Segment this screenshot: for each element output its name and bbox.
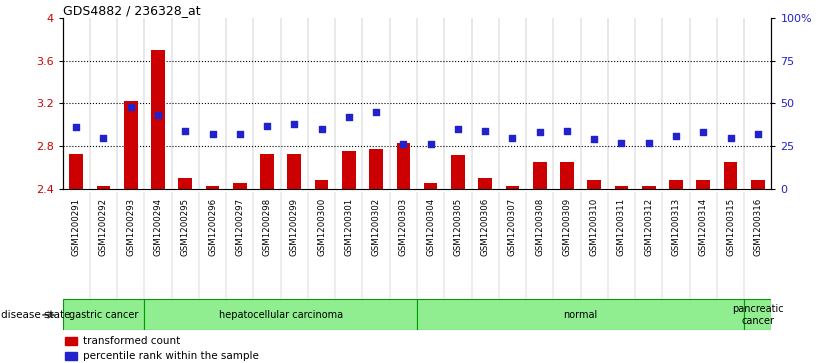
Point bbox=[315, 126, 329, 132]
Bar bbox=[587, 180, 601, 189]
Text: hepatocellular carcinoma: hepatocellular carcinoma bbox=[219, 310, 343, 320]
Point bbox=[451, 126, 465, 132]
Bar bbox=[69, 154, 83, 189]
Bar bbox=[314, 180, 329, 189]
Text: GSM1200311: GSM1200311 bbox=[617, 198, 626, 256]
Point bbox=[724, 135, 737, 140]
Bar bbox=[424, 183, 438, 189]
Bar bbox=[124, 101, 138, 189]
Point bbox=[124, 104, 138, 110]
Text: GSM1200302: GSM1200302 bbox=[372, 198, 380, 256]
Point bbox=[342, 114, 355, 120]
Text: transformed count: transformed count bbox=[83, 336, 180, 346]
Text: GSM1200295: GSM1200295 bbox=[181, 198, 190, 256]
Point bbox=[288, 121, 301, 127]
Bar bbox=[696, 180, 710, 189]
Text: GSM1200296: GSM1200296 bbox=[208, 198, 217, 256]
Point bbox=[587, 136, 600, 142]
Bar bbox=[151, 50, 165, 189]
Text: GSM1200309: GSM1200309 bbox=[562, 198, 571, 256]
Bar bbox=[342, 151, 355, 189]
Bar bbox=[396, 143, 410, 189]
Text: GSM1200315: GSM1200315 bbox=[726, 198, 735, 256]
Text: disease state: disease state bbox=[1, 310, 70, 320]
Text: GSM1200291: GSM1200291 bbox=[72, 198, 81, 256]
Bar bbox=[744, 299, 771, 330]
Bar bbox=[260, 154, 274, 189]
Bar bbox=[65, 337, 77, 345]
Point bbox=[234, 131, 247, 137]
Text: GDS4882 / 236328_at: GDS4882 / 236328_at bbox=[63, 4, 200, 17]
Bar bbox=[505, 185, 520, 189]
Bar bbox=[65, 352, 77, 360]
Point bbox=[369, 109, 383, 115]
Bar bbox=[533, 162, 546, 189]
Text: normal: normal bbox=[564, 310, 598, 320]
Text: GSM1200298: GSM1200298 bbox=[263, 198, 272, 256]
Text: gastric cancer: gastric cancer bbox=[68, 310, 138, 320]
Text: GSM1200300: GSM1200300 bbox=[317, 198, 326, 256]
Text: GSM1200294: GSM1200294 bbox=[153, 198, 163, 256]
Point bbox=[533, 130, 546, 135]
Point bbox=[560, 128, 574, 134]
Text: GSM1200293: GSM1200293 bbox=[126, 198, 135, 256]
Bar bbox=[206, 185, 219, 189]
Bar bbox=[178, 178, 192, 189]
Bar bbox=[669, 180, 683, 189]
Point bbox=[151, 113, 164, 118]
Bar bbox=[642, 185, 656, 189]
Point bbox=[696, 130, 710, 135]
Point bbox=[178, 128, 192, 134]
Point bbox=[642, 140, 656, 146]
Text: GSM1200312: GSM1200312 bbox=[644, 198, 653, 256]
Bar bbox=[417, 299, 744, 330]
Bar bbox=[751, 180, 765, 189]
Text: GSM1200299: GSM1200299 bbox=[289, 198, 299, 256]
Bar bbox=[369, 149, 383, 189]
Text: GSM1200297: GSM1200297 bbox=[235, 198, 244, 256]
Point bbox=[670, 133, 683, 139]
Point bbox=[751, 131, 765, 137]
Text: GSM1200303: GSM1200303 bbox=[399, 198, 408, 256]
Point bbox=[479, 128, 492, 134]
Bar bbox=[144, 299, 417, 330]
Point bbox=[69, 125, 83, 130]
Point bbox=[505, 135, 519, 140]
Text: GSM1200306: GSM1200306 bbox=[480, 198, 490, 256]
Point bbox=[206, 131, 219, 137]
Point bbox=[97, 135, 110, 140]
Bar bbox=[233, 183, 247, 189]
Bar bbox=[97, 185, 110, 189]
Bar bbox=[560, 162, 574, 189]
Bar bbox=[724, 162, 737, 189]
Text: GSM1200305: GSM1200305 bbox=[454, 198, 462, 256]
Bar bbox=[288, 154, 301, 189]
Text: GSM1200314: GSM1200314 bbox=[699, 198, 708, 256]
Text: pancreatic
cancer: pancreatic cancer bbox=[732, 304, 784, 326]
Text: GSM1200316: GSM1200316 bbox=[753, 198, 762, 256]
Point bbox=[260, 123, 274, 129]
Text: percentile rank within the sample: percentile rank within the sample bbox=[83, 351, 259, 361]
Text: GSM1200292: GSM1200292 bbox=[99, 198, 108, 256]
Text: GSM1200308: GSM1200308 bbox=[535, 198, 545, 256]
Point bbox=[615, 140, 628, 146]
Bar bbox=[63, 299, 144, 330]
Text: GSM1200313: GSM1200313 bbox=[671, 198, 681, 256]
Text: GSM1200307: GSM1200307 bbox=[508, 198, 517, 256]
Text: GSM1200301: GSM1200301 bbox=[344, 198, 354, 256]
Bar bbox=[615, 185, 628, 189]
Bar bbox=[451, 155, 465, 189]
Point bbox=[424, 142, 437, 147]
Bar bbox=[479, 178, 492, 189]
Text: GSM1200310: GSM1200310 bbox=[590, 198, 599, 256]
Text: GSM1200304: GSM1200304 bbox=[426, 198, 435, 256]
Point bbox=[397, 142, 410, 147]
